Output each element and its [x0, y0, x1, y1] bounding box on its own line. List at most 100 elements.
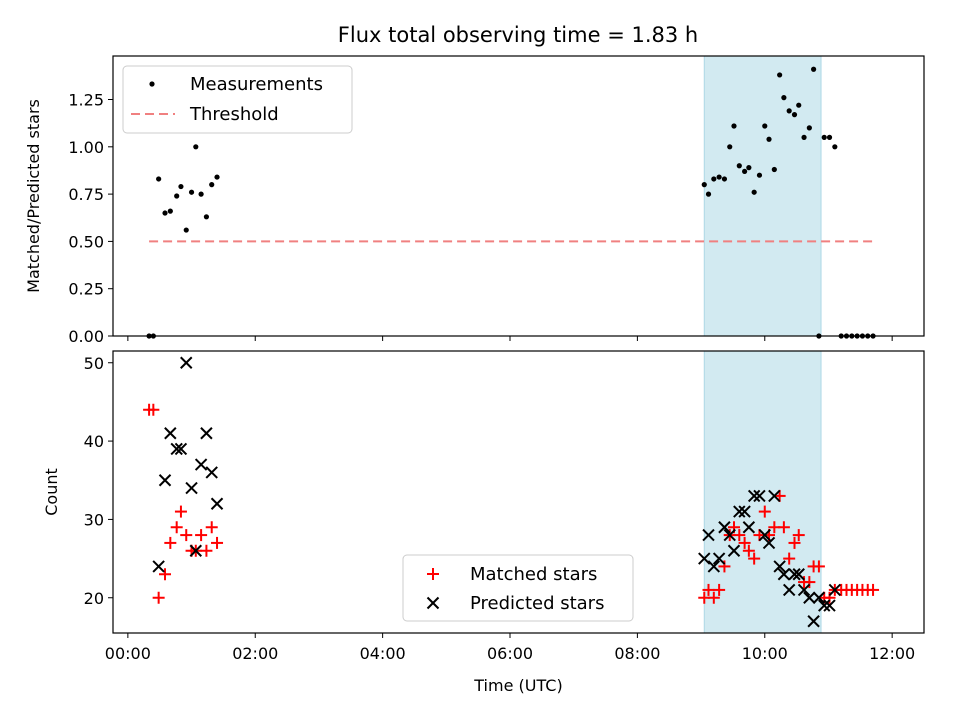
matched-star-point [803, 576, 816, 589]
predicted-star-point-b [180, 356, 193, 369]
predicted-star-point [738, 505, 751, 518]
predicted-star-point [753, 489, 766, 503]
matched-star-point [733, 529, 746, 542]
matched-star-point [180, 529, 193, 542]
predicted-star-point-b [753, 489, 766, 503]
predicted-star-point [718, 521, 731, 534]
predicted-star-point [797, 583, 811, 597]
matched-star-point [713, 583, 726, 596]
predicted-star-point-b [702, 528, 715, 542]
predicted-star-point-b [797, 583, 811, 597]
matched-star-point [707, 591, 720, 604]
measurement-point [178, 183, 184, 190]
measurement-point [701, 182, 707, 188]
predicted-star-point [758, 528, 771, 542]
predicted-star-point-b [718, 521, 731, 534]
measurement-point [156, 176, 162, 182]
top-ytick-label: 0.50 [68, 232, 104, 251]
bottom-ytick-label: 50 [84, 354, 104, 373]
legend-measurements-label: Measurements [190, 74, 323, 95]
measurement-point [716, 174, 722, 180]
top-axes-frame [112, 55, 925, 337]
predicted-star-point [803, 591, 816, 604]
measurement-point [826, 134, 833, 140]
predicted-star-point-b [803, 591, 816, 604]
measurement-point [214, 174, 220, 180]
predicted-star-point-b [758, 528, 771, 542]
measurement-point [786, 108, 792, 114]
predicted-star-point-b [158, 474, 172, 487]
measurement-point [188, 189, 195, 195]
predicted-star-point-b [738, 505, 751, 518]
predicted-star-point [205, 466, 218, 479]
measurement-point [162, 210, 168, 216]
measurement-point [796, 102, 802, 108]
measurement-point [736, 163, 742, 169]
measurement-point [198, 191, 204, 197]
legend-predicted-marker-b [426, 596, 440, 610]
matched-star-point [812, 560, 825, 573]
bottom-xtick-label: 06:00 [487, 644, 533, 663]
bottom-xtick-label: 08:00 [614, 644, 660, 663]
predicted-star-point [823, 599, 836, 612]
predicted-star-point [742, 521, 756, 534]
predicted-star-point-b [723, 528, 736, 542]
predicted-star-point-b [788, 568, 801, 581]
bottom-xtick-label: 02:00 [232, 644, 278, 663]
shaded-region-top [703, 55, 822, 337]
predicted-star-point-b [174, 442, 188, 456]
predicted-star-point [707, 560, 721, 573]
matched-star-point [823, 591, 836, 604]
predicted-star-point [189, 544, 203, 557]
predicted-star-point-b [782, 583, 796, 597]
predicted-star-point-b [807, 615, 820, 628]
measurement-point [832, 144, 838, 150]
measurement-point [183, 227, 189, 233]
predicted-star-point [807, 615, 820, 628]
predicted-star-point-b [194, 458, 208, 471]
matched-star-point [205, 521, 218, 534]
predicted-star-point-b [742, 521, 756, 534]
matched-star-point [174, 505, 187, 518]
predicted-star-point-b [189, 544, 203, 557]
bottom-xtick-label: 00:00 [105, 644, 151, 663]
predicted-star-point [773, 560, 786, 573]
top-ytick-label: 0.25 [68, 280, 104, 299]
measurement-point [705, 191, 712, 197]
predicted-star-point-b [792, 568, 805, 581]
top-ytick-label: 1.25 [68, 91, 104, 110]
predicted-star-point-b [200, 427, 213, 440]
predicted-star-point [170, 442, 183, 456]
predicted-star-point [818, 599, 831, 612]
predicted-star-point [164, 427, 177, 440]
predicted-star-point [194, 458, 208, 471]
matched-star-point [159, 568, 172, 581]
legend-measurements-marker [149, 81, 155, 87]
predicted-star-point [185, 481, 198, 495]
measurement-point [766, 136, 772, 142]
matched-star-point [170, 521, 183, 534]
measurement-point [821, 134, 827, 140]
predicted-star-point-b [712, 552, 726, 565]
predicted-star-point-b [205, 466, 218, 479]
measurement-point [751, 189, 757, 195]
matched-star-point [748, 552, 761, 565]
measurement-point [731, 123, 737, 129]
predicted-star-point-b [733, 505, 746, 518]
predicted-star-point [792, 568, 805, 581]
predicted-star-point [200, 427, 213, 440]
top-legend-box [122, 65, 353, 134]
predicted-star-point-b [828, 583, 842, 597]
matched-star-point [164, 536, 177, 549]
predicted-star-point [782, 583, 796, 597]
measurement-point [801, 134, 807, 140]
matched-star-point [742, 544, 755, 557]
matched-star-point [702, 583, 715, 596]
predicted-star-point-b [210, 497, 224, 510]
matched-star-point [152, 591, 165, 604]
predicted-star-point-b [727, 544, 741, 557]
measurement-point [203, 214, 210, 220]
measurement-point [711, 176, 717, 182]
top-ylabel: Matched/Predicted stars [24, 99, 43, 293]
